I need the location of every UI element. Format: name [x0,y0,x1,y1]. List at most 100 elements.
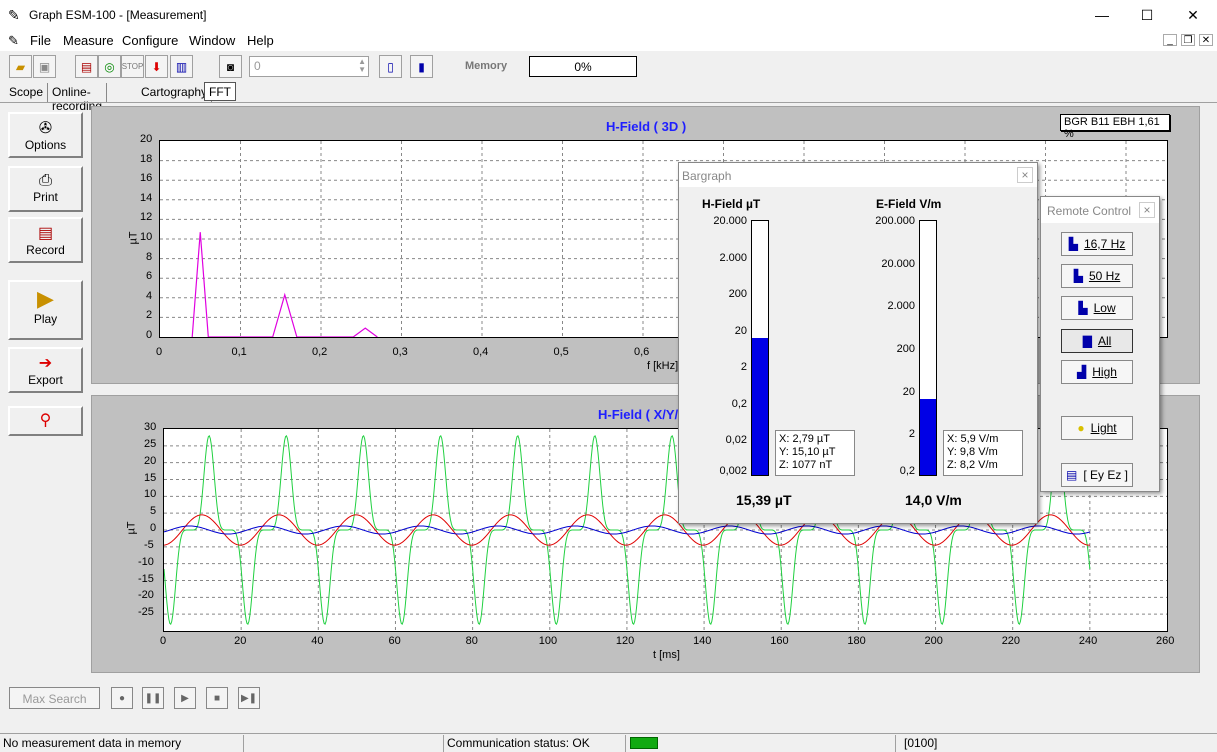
menu-configure[interactable]: Configure [122,33,179,48]
minimize-button[interactable]: — [1095,7,1109,23]
tab-scope[interactable]: Scope [5,83,49,102]
record-dot-icon[interactable]: ● [111,687,133,709]
xyz-y-tick: -15 [138,572,154,585]
close-button[interactable]: ✕ [1187,7,1199,23]
remote-light-button[interactable]: ● Light [1061,416,1133,440]
xyz-y-tick: 10 [144,488,157,501]
play-button[interactable]: ▶ Play [8,280,83,340]
zoom-button[interactable]: ⚲ [8,406,83,436]
xyz-chart-title: H-Field ( X/Y/Z ) [598,407,695,422]
options-label: Options [24,138,67,152]
open-folder-icon[interactable]: ▰ [9,55,32,78]
menu-help[interactable]: Help [247,33,274,48]
e-scale-tick: 20 [902,385,915,398]
status-bar: No measurement data in memory Communicat… [0,733,1217,752]
window-title: Graph ESM-100 - [Measurement] [29,8,207,22]
options-button[interactable]: ✇ Options [8,112,83,158]
xyz-series-line [164,514,1090,546]
fft-y-tick: 12 [140,211,153,224]
remote-high-button[interactable]: ▟ High [1061,360,1133,384]
tab-fft[interactable]: FFT [204,82,236,101]
xyz-y-tick: -20 [138,589,154,602]
spin-arrows-icon[interactable]: ▲ ▼ [358,57,366,74]
fft-y-tick: 10 [140,231,153,243]
page-icon[interactable]: ▯ [379,55,402,78]
maximize-button[interactable]: ☐ [1140,7,1154,23]
info-page-icon[interactable]: ▮ [410,55,433,78]
record-measure-icon[interactable]: ▤ [75,55,98,78]
target-icon[interactable]: ◎ [98,55,121,78]
remote-low-button[interactable]: ▙ Low [1061,296,1133,320]
fft-x-tick: 0,1 [231,346,247,358]
xyz-x-tick: 100 [538,635,558,647]
xyz-y-tick: 0 [150,522,157,534]
fft-y-tick: 6 [146,270,153,283]
bargraph-header: Bargraph × [679,163,1037,187]
remote-ey-ez-button[interactable]: ▤ [ Ey Ez ] [1061,463,1133,487]
device-icon[interactable]: ▥ [170,55,193,78]
remote-16-7hz-button[interactable]: ▙ 16,7 Hz [1061,232,1133,256]
mdi-close-icon[interactable]: ✕ [1199,34,1213,46]
camera-icon[interactable]: ◙ [219,55,242,78]
high-pass-icon: ▟ [1077,365,1087,379]
spectrum-icon: ▙ [1073,269,1083,283]
remote-close-button[interactable]: × [1139,202,1155,218]
save-disk-icon[interactable]: ▣ [33,55,56,78]
value-spinbox[interactable]: 0 ▲ ▼ [249,56,369,77]
record-icon: ▤ [37,225,54,242]
export-button[interactable]: ➔ Export [8,347,83,393]
xyz-x-tick: 80 [465,635,478,647]
remote-all-label: All [1097,334,1112,348]
xyz-x-tick: 260 [1156,635,1175,647]
mdi-restore-icon[interactable]: ❐ [1181,34,1195,46]
h-field-bar-fill [752,337,768,475]
remote-50hz-button[interactable]: ▙ 50 Hz [1061,264,1133,288]
e-scale-tick: 200 [896,343,915,355]
remote-all-button[interactable]: ▇ All [1061,329,1133,353]
h-field-bar [751,220,769,476]
h-scale-tick: 20 [734,324,747,337]
bargraph-close-button[interactable]: × [1017,167,1033,183]
h-scale-tick: 0,002 [719,465,747,477]
pause-icon[interactable]: ❚❚ [142,687,164,709]
title-bar: ✎ Graph ESM-100 - [Measurement] — ☐ ✕ [0,0,1217,31]
fft-x-tick: 0,2 [312,346,328,358]
record-button[interactable]: ▤ Record [8,217,83,263]
fft-x-tick: 0,3 [392,346,408,358]
play-icon[interactable]: ▶ [174,687,196,709]
max-search-button[interactable]: Max Search [9,687,100,709]
h-scale-tick: 2.000 [719,251,747,264]
all-band-icon: ▇ [1082,334,1092,348]
status-code: [0100] [895,735,1217,752]
tab-cartography[interactable]: Cartography [137,83,213,102]
e-field-bar-fill [920,398,936,475]
step-forward-icon[interactable]: ▶❚ [238,687,260,709]
menu-measure[interactable]: Measure [63,33,114,48]
h-scale-tick: 20.000 [713,215,747,227]
xyz-y-tick: 30 [144,421,157,433]
lightbulb-icon: ● [1077,421,1085,435]
status-signal [625,735,895,752]
stop-square-icon[interactable]: ■ [206,687,228,709]
remote-light-label: Light [1090,421,1117,435]
tab-online-recording[interactable]: Online-recording [48,83,108,113]
mdi-minimize-icon[interactable]: _ [1163,34,1177,46]
h-field-z: Z: 1077 nT [779,459,833,471]
menu-file[interactable]: File [30,33,51,48]
e-scale-tick: 200.000 [875,215,915,227]
xyz-y-tick: 20 [144,454,157,467]
stop-icon[interactable]: STOP [121,55,144,78]
fft-chart-title: H-Field ( 3D ) [606,119,687,134]
fft-y-tick: 4 [146,289,153,302]
remote-50hz-label: 50 Hz [1088,269,1121,283]
xyz-x-tick: 240 [1078,635,1098,647]
xyz-x-tick: 0 [160,635,167,647]
fft-y-tick: 20 [140,133,153,145]
fft-x-tick: 0,4 [473,346,489,358]
xyz-y-tick: -25 [138,606,154,619]
e-field-y: Y: 9,8 V/m [947,446,998,458]
menu-window[interactable]: Window [189,33,236,48]
print-button[interactable]: ⎙ Print [8,166,83,212]
xyz-x-label: t [ms] [653,649,680,661]
down-arrow-icon[interactable]: ⬇ [145,55,168,78]
